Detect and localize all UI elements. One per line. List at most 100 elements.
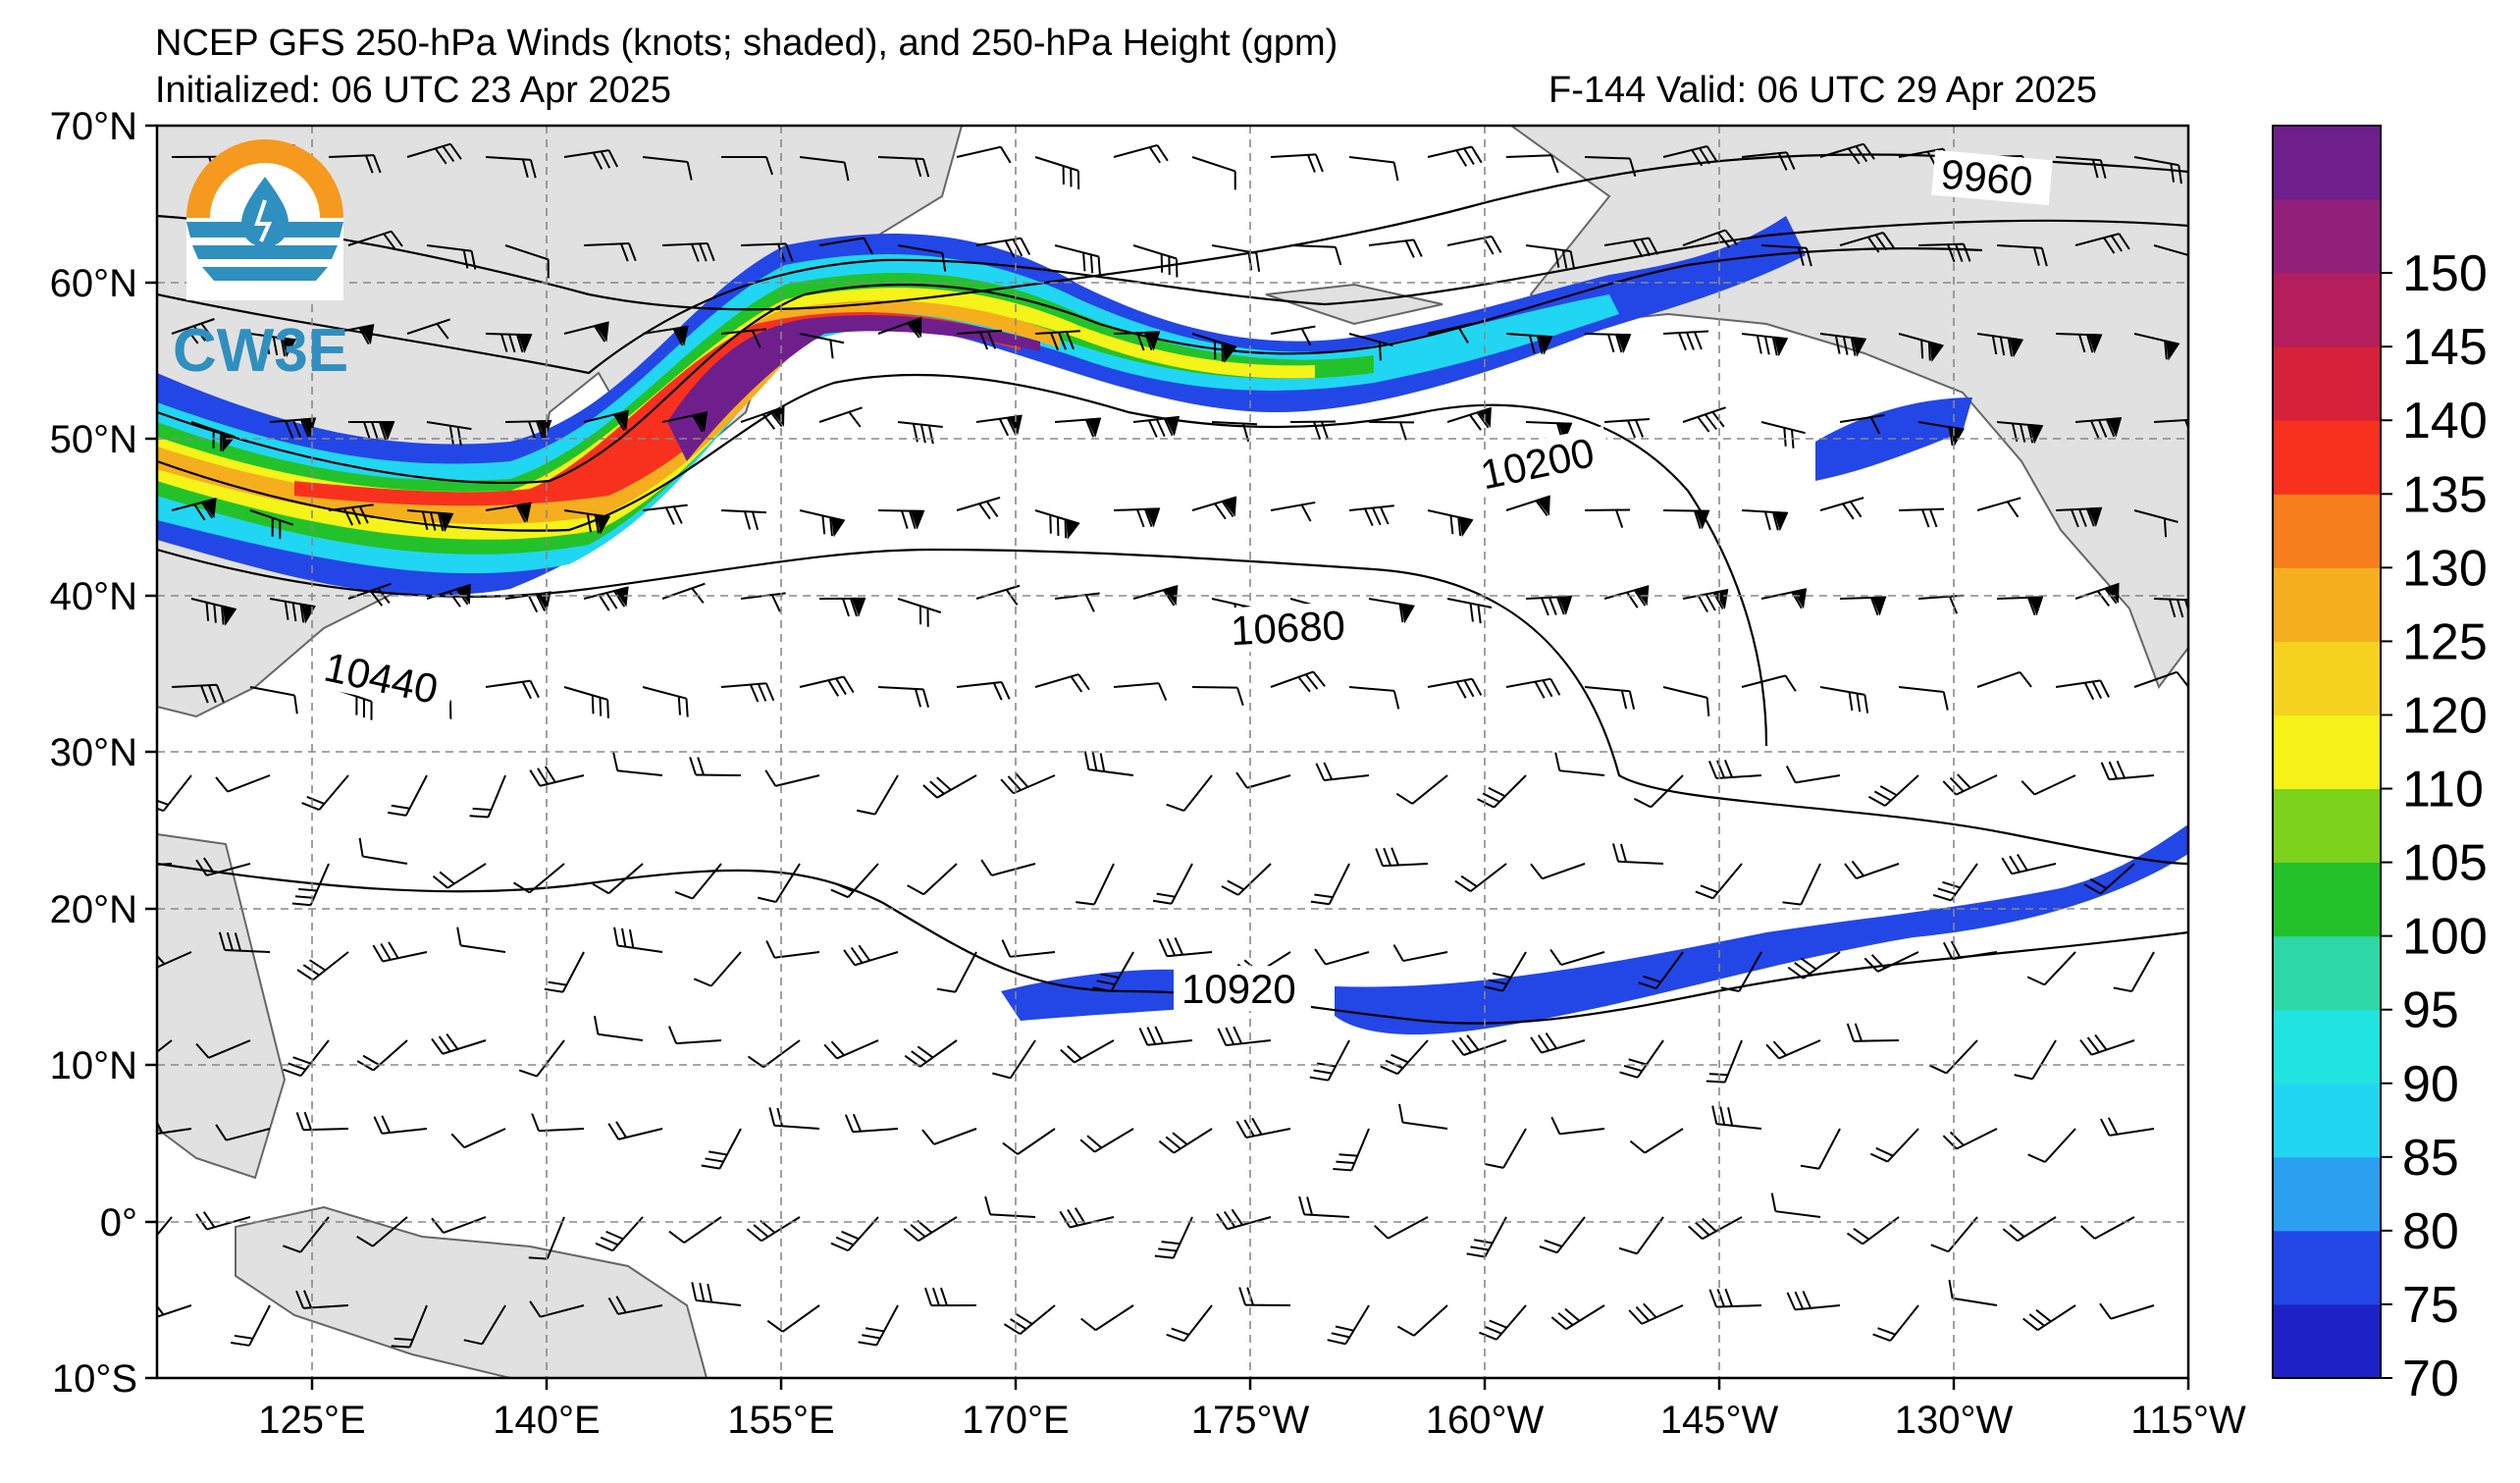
wind-barb (563, 686, 609, 718)
wind-barb (2083, 863, 2135, 895)
wind-barb (1872, 1304, 1919, 1342)
lat-label-20n: 20°N (50, 888, 137, 931)
wind-barb (1166, 1304, 1213, 1343)
wind-barb (406, 509, 454, 533)
wind-barb (195, 857, 251, 876)
lon-label-130w: 130°W (1895, 1399, 2014, 1442)
wind-barb (1584, 508, 1631, 528)
wind-barb (956, 681, 1011, 701)
wind-barb (1348, 333, 1393, 361)
wind-barb (504, 419, 552, 440)
wind-barb (295, 1290, 349, 1309)
wind-barb (1785, 766, 1841, 784)
wind-barb (1113, 143, 1169, 164)
lon-labels: 125°E 140°E 155°E 170°E 175°W 160°W 145°… (258, 1399, 2246, 1442)
lat-label-30n: 30°N (50, 731, 137, 774)
wind-barb (936, 951, 977, 993)
wind-barb (463, 1304, 506, 1346)
colorbar-frame (2272, 125, 2382, 1379)
wind-barb (1770, 1192, 1821, 1218)
wind-barb (358, 837, 408, 865)
wind-barb (426, 421, 472, 446)
colorbar-segment (2273, 494, 2381, 568)
wind-barb (830, 863, 879, 899)
wind-barb (2026, 951, 2076, 986)
wind-barb (215, 1124, 271, 1141)
wind-barb (1034, 156, 1080, 189)
wind-barb (529, 766, 585, 787)
wind-barb (485, 156, 537, 179)
wind-barb (157, 774, 192, 813)
wind-barb (195, 1039, 251, 1059)
wind-barb (328, 154, 382, 174)
wind-barb (877, 316, 922, 339)
wind-barb (1711, 1105, 1762, 1130)
wind-barb (190, 598, 237, 626)
wind-barb (720, 328, 766, 348)
colorbar-segment (2273, 1230, 2381, 1305)
wind-barb (583, 242, 637, 262)
wind-barb (667, 1026, 722, 1045)
wind-barb (469, 774, 506, 819)
wind-barb (1158, 937, 1213, 958)
wind-barb (157, 1039, 173, 1070)
lon-label-145w: 145°W (1660, 1399, 1779, 1442)
wind-barb (1530, 1032, 1586, 1054)
wind-barb (1786, 1291, 1841, 1311)
wind-barb (799, 156, 850, 182)
wind-barb (1869, 1128, 1919, 1163)
wind-barb (485, 333, 533, 353)
wind-barb (1368, 238, 1423, 258)
wind-barb (249, 333, 297, 358)
wind-barb (612, 752, 663, 776)
wind-barb (1682, 406, 1726, 433)
contour-labels: 9960 10200 10440 10680 10920 (312, 149, 2053, 1012)
wind-barb (1310, 863, 1350, 906)
wind-barb (921, 1128, 977, 1145)
colorbar-segment (2273, 1156, 2381, 1232)
wind-barb (1191, 156, 1236, 190)
wind-barb (1132, 585, 1179, 607)
colorbar-segment (2273, 715, 2381, 790)
wind-barb (2055, 506, 2103, 528)
wind-barb (607, 1121, 663, 1140)
wind-barb (1484, 951, 1527, 992)
wind-barb (592, 863, 644, 895)
wind-barb (1662, 330, 1708, 351)
wind-barb (1113, 507, 1161, 528)
wind-barb (2027, 1128, 2076, 1163)
wind-barb (1662, 686, 1710, 716)
lon-label-170e: 170°E (962, 1399, 1069, 1442)
wind-barb (642, 503, 688, 525)
wind-barb (1550, 1304, 1605, 1331)
wind-barb (1603, 417, 1650, 439)
wind-barb (1800, 1128, 1841, 1170)
wind-barb (764, 769, 820, 787)
wind-barb (2014, 1039, 2057, 1081)
wind-barb (642, 325, 689, 346)
wind-barb (1525, 421, 1573, 443)
lon-label-175w: 175°W (1191, 1399, 1310, 1442)
wind-barb (691, 1282, 742, 1306)
wind-barb (387, 774, 428, 817)
wind-barb (1628, 1302, 1684, 1325)
wind-barb (2133, 333, 2180, 361)
wind-barb (984, 1195, 1036, 1218)
wind-barb (1741, 151, 1796, 171)
colorbar-tick-label: 95 (2402, 982, 2459, 1039)
wind-barb (1505, 677, 1561, 699)
wind-barb (1314, 948, 1370, 966)
wind-barb (1819, 142, 1875, 165)
wind-barb (1976, 670, 2032, 688)
wind-barb (1392, 944, 1448, 963)
wind-barb (1034, 673, 1090, 693)
wind-barb (1396, 1304, 1448, 1337)
wind-barb (818, 406, 863, 428)
wind-barb (512, 863, 565, 894)
contour-label-10680: 10680 (1230, 602, 1346, 654)
wind-barb (1948, 1279, 1998, 1306)
cw3e-logo-text: CW3E (173, 317, 348, 385)
wind-barb (171, 498, 217, 521)
wind-barb (765, 940, 820, 959)
